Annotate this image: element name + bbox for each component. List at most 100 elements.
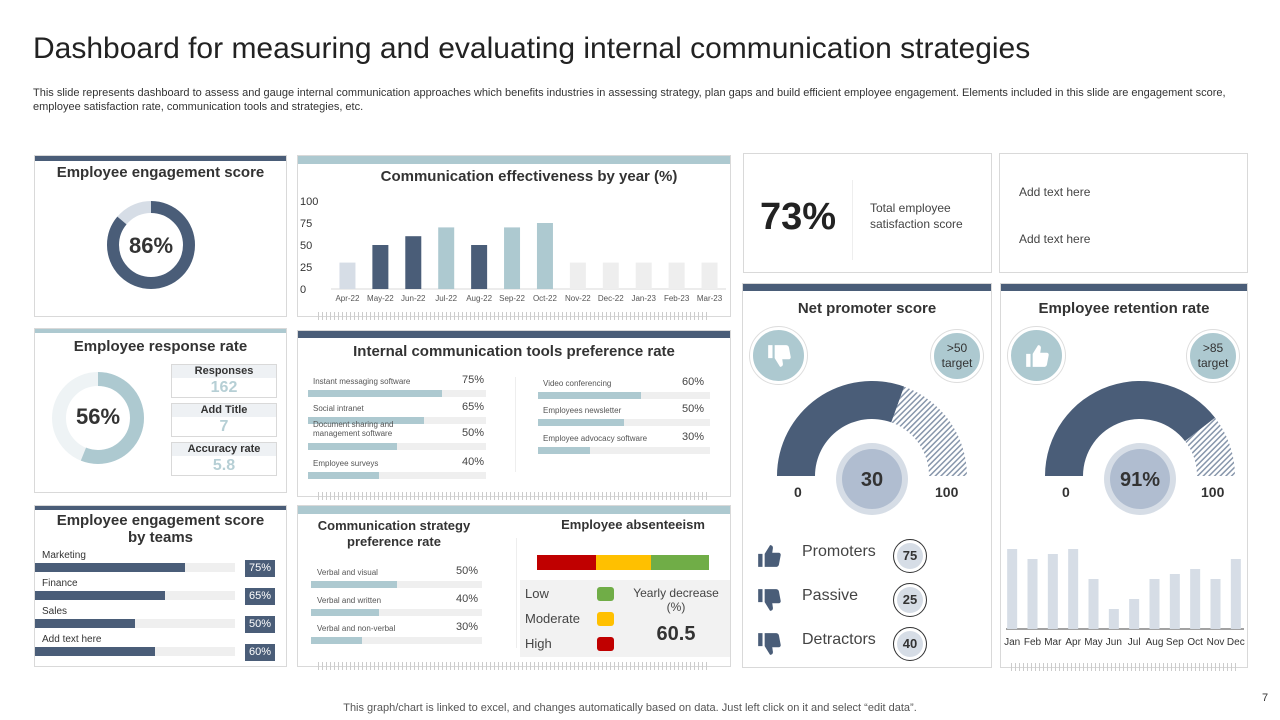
x-tick-label: Sep-22	[499, 294, 525, 303]
thumbs-down-icon	[756, 587, 782, 618]
strategy-label: Verbal and non-verbal	[317, 624, 396, 633]
target-label: target	[1197, 356, 1229, 370]
team-value: 50%	[245, 616, 275, 633]
stat-label: Accuracy rate	[172, 443, 276, 456]
stat-value: 7	[219, 418, 229, 435]
bar-jul	[1129, 599, 1140, 629]
tools-preference-panel: Internal communication tools preference …	[297, 330, 731, 500]
tool-bar	[308, 390, 486, 397]
chart-title: Communication effectiveness by year (%)	[380, 168, 678, 185]
divider	[515, 377, 516, 472]
bar-jul-22	[438, 227, 455, 289]
effectiveness-panel: Communication effectiveness by year (%) …	[297, 155, 731, 320]
team-bar	[35, 563, 235, 572]
strategy-bar	[311, 637, 482, 644]
x-tick-label: Nov	[1207, 637, 1225, 648]
x-tick-label: Feb	[1024, 637, 1042, 648]
legend-label: High	[525, 636, 552, 651]
team-label: Sales	[42, 606, 68, 617]
panel-title: Net promoter score	[797, 300, 937, 317]
page-description: This slide represents dashboard to asses…	[33, 87, 1226, 113]
x-tick-label: Jun-22	[401, 294, 426, 303]
teams-panel: Employee engagement score by teams	[34, 505, 287, 667]
bar-dec-22	[602, 262, 619, 289]
bar-aug-22	[471, 245, 488, 289]
panel-accent-bar	[35, 156, 286, 161]
nps-row-label: Passive	[802, 587, 859, 604]
effectiveness-bar-chart: 0 25 50 75 100 Apr-22 May-22 Jun-22 Jul-22 Aug-22…	[300, 196, 726, 303]
footer-note: This graph/chart is linked to excel, and…	[343, 702, 917, 714]
bar-may	[1088, 579, 1099, 629]
panel-accent-bar	[743, 284, 991, 291]
tool-bar	[308, 472, 486, 479]
tool-label: Employees newsletter	[543, 406, 622, 415]
team-label: Add text here	[42, 634, 102, 645]
gauge-value: 30	[861, 469, 883, 491]
stat-box-responses: Responses 162	[171, 364, 277, 398]
team-value: 75%	[245, 560, 275, 577]
gauge-max: 100	[1201, 484, 1225, 500]
retention-gauge: 91%	[1045, 381, 1235, 515]
stat-label: Add Title	[172, 404, 276, 417]
bar-aug	[1149, 579, 1160, 629]
retention-bar-chart: Jan Feb Mar Apr May Jun Jul Aug Sep Oct Nov Dec	[1004, 549, 1245, 648]
tool-label: Employee advocacy software	[543, 434, 648, 443]
tool-value: 75%	[462, 374, 485, 386]
tool-bar-fill	[308, 443, 397, 450]
tool-bar-fill	[308, 390, 442, 397]
strategy-value: 40%	[456, 593, 479, 605]
tool-bar	[538, 419, 710, 426]
x-tick-label: Jun	[1106, 637, 1122, 648]
page-number: 7	[1262, 692, 1269, 704]
strategy-bar-fill	[311, 609, 380, 616]
team-bar	[35, 619, 235, 628]
x-tick-label: Apr-22	[335, 294, 360, 303]
y-tick-label: 0	[300, 284, 306, 296]
target-value: >50	[946, 341, 968, 355]
team-bar	[35, 647, 235, 656]
panel-title: Internal communication tools preference …	[353, 343, 675, 360]
strategy-value: 50%	[456, 565, 479, 577]
absenteeism-legend	[520, 580, 730, 657]
x-tick-label: May-22	[367, 294, 394, 303]
note-text[interactable]: Add text here	[1019, 232, 1091, 246]
panel-accent-bar	[35, 329, 286, 333]
panel-title: Employee retention rate	[1038, 300, 1210, 317]
bar-sep-22	[504, 227, 521, 289]
satisfaction-panel: 73% Total employee satisfaction score	[743, 153, 992, 273]
page-title: Dashboard for measuring and evaluating i…	[33, 32, 1031, 65]
gauge-max: 100	[935, 484, 959, 500]
note-text[interactable]: Add text here	[1019, 185, 1091, 199]
panel-accent-bar	[1001, 284, 1247, 291]
strategy-label: Verbal and visual	[317, 568, 378, 577]
x-tick-label: Dec	[1227, 637, 1245, 648]
tool-value: 30%	[682, 431, 705, 443]
bar-apr-22	[339, 262, 356, 289]
team-value: 65%	[245, 588, 275, 605]
satisfaction-value: 73%	[760, 196, 837, 238]
divider	[852, 180, 853, 260]
tool-value: 50%	[462, 427, 485, 439]
thumbs-down-icon	[756, 631, 782, 662]
team-bar-fill	[35, 619, 135, 628]
response-donut	[52, 372, 144, 464]
decrease-label: Yearly decrease (%)	[633, 586, 719, 614]
divider	[516, 538, 517, 648]
absenteeism-title: Employee absenteeism	[561, 517, 705, 532]
donut-fill	[52, 372, 144, 464]
bar-jan	[1007, 549, 1018, 629]
gauge-fill	[1045, 381, 1216, 476]
nps-row-label: Promoters	[802, 543, 876, 560]
strategy-bar	[311, 581, 482, 588]
tool-value: 65%	[462, 401, 485, 413]
gauge-remainder	[1185, 417, 1235, 476]
bar-jan-23	[635, 262, 652, 289]
panel-title: Communication strategy preference rate	[317, 518, 471, 549]
response-value: 56%	[75, 404, 121, 429]
legend-label: Low	[525, 586, 549, 601]
scale-low	[651, 555, 709, 570]
bar-nov	[1210, 579, 1221, 629]
scale-high	[537, 555, 596, 570]
retention-target-badge: >85 target	[1187, 330, 1239, 382]
panel-accent-bar	[35, 506, 286, 510]
